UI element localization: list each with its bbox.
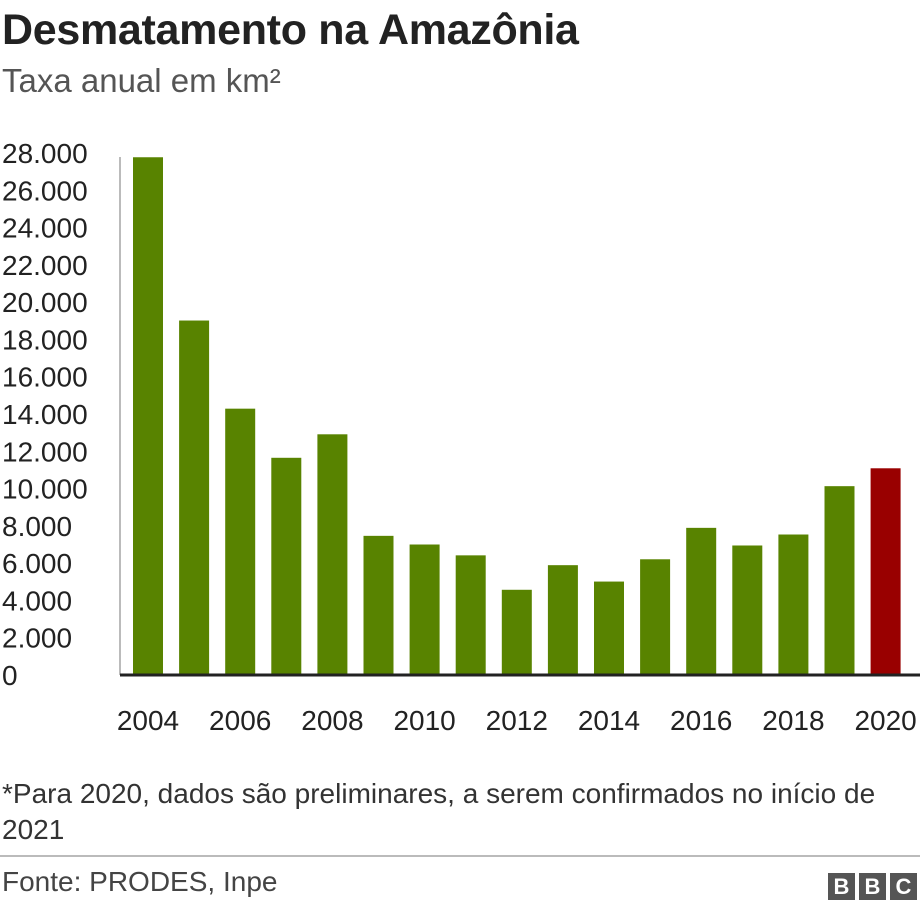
x-tick-label: 2004 <box>117 705 179 736</box>
logo-letter: C <box>890 873 917 900</box>
y-tick-label: 12.000 <box>2 436 88 467</box>
y-tick-label: 2.000 <box>2 623 72 654</box>
bar-2013 <box>547 565 578 675</box>
bar-2010 <box>409 544 440 675</box>
x-tick-label: 2018 <box>762 705 824 736</box>
bar-2015 <box>640 559 671 675</box>
x-tick-label: 2006 <box>209 705 271 736</box>
chart-title: Desmatamento na Amazônia <box>2 6 579 54</box>
chart-subtitle: Taxa anual em km² <box>2 62 281 99</box>
y-tick-label: 20.000 <box>2 287 88 318</box>
y-tick-label: 10.000 <box>2 474 88 505</box>
bbc-logo: B B C <box>828 873 917 900</box>
y-tick-label: 24.000 <box>2 213 88 244</box>
y-tick-label: 6.000 <box>2 548 72 579</box>
bar-2019 <box>824 486 855 675</box>
x-tick-label: 2016 <box>670 705 732 736</box>
bar-2006 <box>225 408 256 675</box>
footnote: *Para 2020, dados são preliminares, a se… <box>2 778 876 845</box>
y-tick-label: 14.000 <box>2 399 88 430</box>
source-text: Fonte: PRODES, Inpe <box>2 866 278 897</box>
x-tick-label: 2020 <box>854 705 916 736</box>
y-tick-label: 28.000 <box>2 138 88 169</box>
y-tick-label: 4.000 <box>2 585 72 616</box>
y-tick-label: 16.000 <box>2 362 88 393</box>
bar-2014 <box>594 581 624 675</box>
bar-2017 <box>732 545 763 675</box>
bar-2008 <box>317 434 348 675</box>
y-tick-label: 22.000 <box>2 250 88 281</box>
x-tick-label: 2008 <box>301 705 363 736</box>
bar-2007 <box>271 457 302 675</box>
logo-letter: B <box>859 873 886 900</box>
divider <box>0 855 920 857</box>
x-tick-label: 2010 <box>393 705 455 736</box>
bar-2004 <box>133 157 163 675</box>
x-tick-label: 2012 <box>486 705 548 736</box>
bar-2005 <box>179 320 210 675</box>
x-tick-label: 2014 <box>578 705 640 736</box>
logo-letter: B <box>828 873 855 900</box>
bar-2011 <box>455 555 486 675</box>
y-tick-label: 26.000 <box>2 175 88 206</box>
bar-2016 <box>686 527 717 675</box>
y-tick-label: 0 <box>2 660 18 691</box>
y-tick-label: 8.000 <box>2 511 72 542</box>
bar-chart: 0 2.000 4.000 6.000 8.000 10.000 12.000 14.000 1… <box>2 138 920 736</box>
bar-2009 <box>363 535 394 675</box>
bar-2020 <box>870 468 901 675</box>
y-tick-label: 18.000 <box>2 324 88 355</box>
bar-2012 <box>501 589 532 675</box>
bar-2018 <box>778 534 809 675</box>
